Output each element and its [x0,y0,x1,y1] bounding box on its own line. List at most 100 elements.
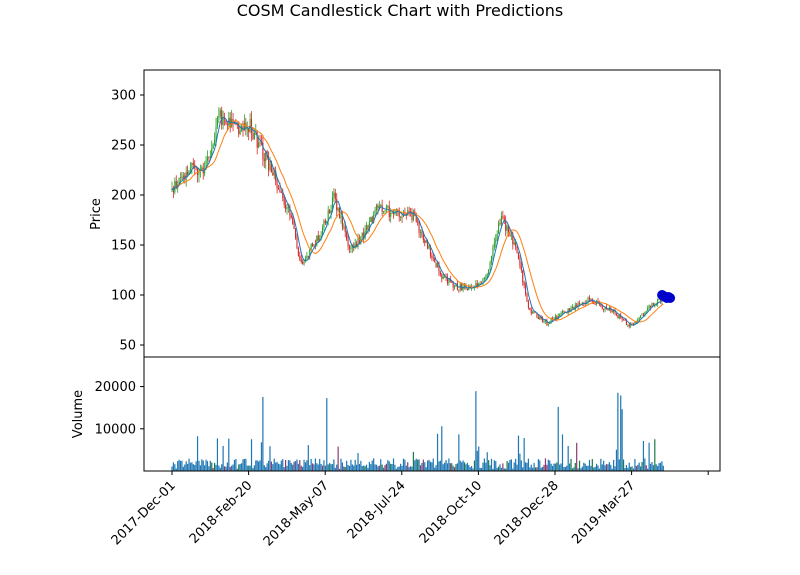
volume-bar [539,460,541,471]
candle-body [222,117,224,125]
volume-bar [260,442,263,471]
volume-bar [485,462,487,471]
volume-bar [507,462,510,471]
volume-bar [469,467,471,471]
volume-bar [493,460,495,471]
candle-body [428,245,430,249]
volume-bar [604,465,606,471]
candle-body [307,255,309,257]
candle-body [659,299,662,302]
candle-body [188,170,190,175]
volume-bar [338,468,341,471]
volume-bar [466,462,468,471]
volume-bar [537,459,539,471]
volume-bar [285,460,287,471]
volume-bar [523,438,525,471]
candle-body [567,308,569,314]
volume-bar [496,467,498,471]
volume-bar [559,464,561,471]
candle-body [533,311,535,313]
volume-bar [232,464,234,471]
candle-body [475,283,477,287]
volume-bar [313,464,315,471]
volume-bar [471,466,473,471]
volume-bar [478,446,480,471]
volume-bar [290,463,292,471]
candle-body [506,225,508,231]
volume-bar [296,459,298,471]
volume-bar [436,433,439,471]
volume-bar [418,459,420,471]
volume-bar [294,461,297,471]
volume-bar [239,463,241,471]
volume-bar [444,462,446,471]
volume-bar [371,460,373,471]
volume-bar [179,460,182,471]
volume-bar [462,460,464,471]
candle-body [638,318,640,320]
volume-bar [394,464,396,471]
volume-bar [527,458,530,471]
candle-body [248,128,250,133]
candle-body [422,235,424,241]
volume-bar [270,461,272,471]
candle-body [569,308,571,312]
volume-bar [445,459,447,471]
candle-body [302,262,304,264]
candle-body [601,306,603,309]
chart-title: COSM Candlestick Chart with Predictions [237,1,563,20]
candle-body [466,288,468,291]
x-tick-label: 2018-Feb-20 [187,478,256,547]
candle-body [522,270,524,283]
volume-bar [593,467,595,471]
candle-body [516,246,518,254]
candle-body [642,314,644,316]
candle-body [554,316,556,320]
volume-bar [309,465,311,471]
volume-bar [522,467,524,471]
volume-bar [382,467,385,471]
volume-bar [561,434,564,471]
volume-bar [459,460,461,471]
volume-bar [216,438,219,471]
volume-bar [620,395,622,471]
volume-bar [327,464,329,471]
volume-bar [384,465,386,471]
candle-body [401,216,403,218]
candle-body [365,225,368,231]
candle-body [515,242,517,247]
candle-body [513,242,515,245]
volume-bar [223,466,226,471]
candle-body [373,214,375,223]
candle-body [454,286,456,288]
volume-bar [304,462,307,471]
candle-body [356,243,358,248]
candle-body [581,302,583,305]
volume-bar [542,466,544,471]
volume-bar [269,446,271,471]
volume-bar [289,460,291,471]
candle-body [405,213,407,215]
price-panel: 50 100 150 200 250 300 Price [89,69,721,358]
volume-bar [434,467,436,471]
volume-bar [595,463,598,471]
volume-bar [489,465,491,471]
candle-body [517,253,520,259]
candle-body [215,126,217,140]
candle-body [407,210,409,215]
volume-bar [198,460,200,471]
volume-bar [233,459,236,471]
volume-bar [192,464,194,471]
candle-body [527,301,529,308]
volume-bar [425,467,427,471]
volume-bar [402,458,405,471]
volume-bar [306,460,308,471]
volume-bar [353,465,355,471]
candle-body [209,156,211,158]
candle-body [300,258,302,263]
volume-bar [591,459,593,471]
candle-body [658,299,660,300]
volume-bar [201,459,203,471]
candle-body [394,209,396,214]
volume-bar [614,466,616,471]
